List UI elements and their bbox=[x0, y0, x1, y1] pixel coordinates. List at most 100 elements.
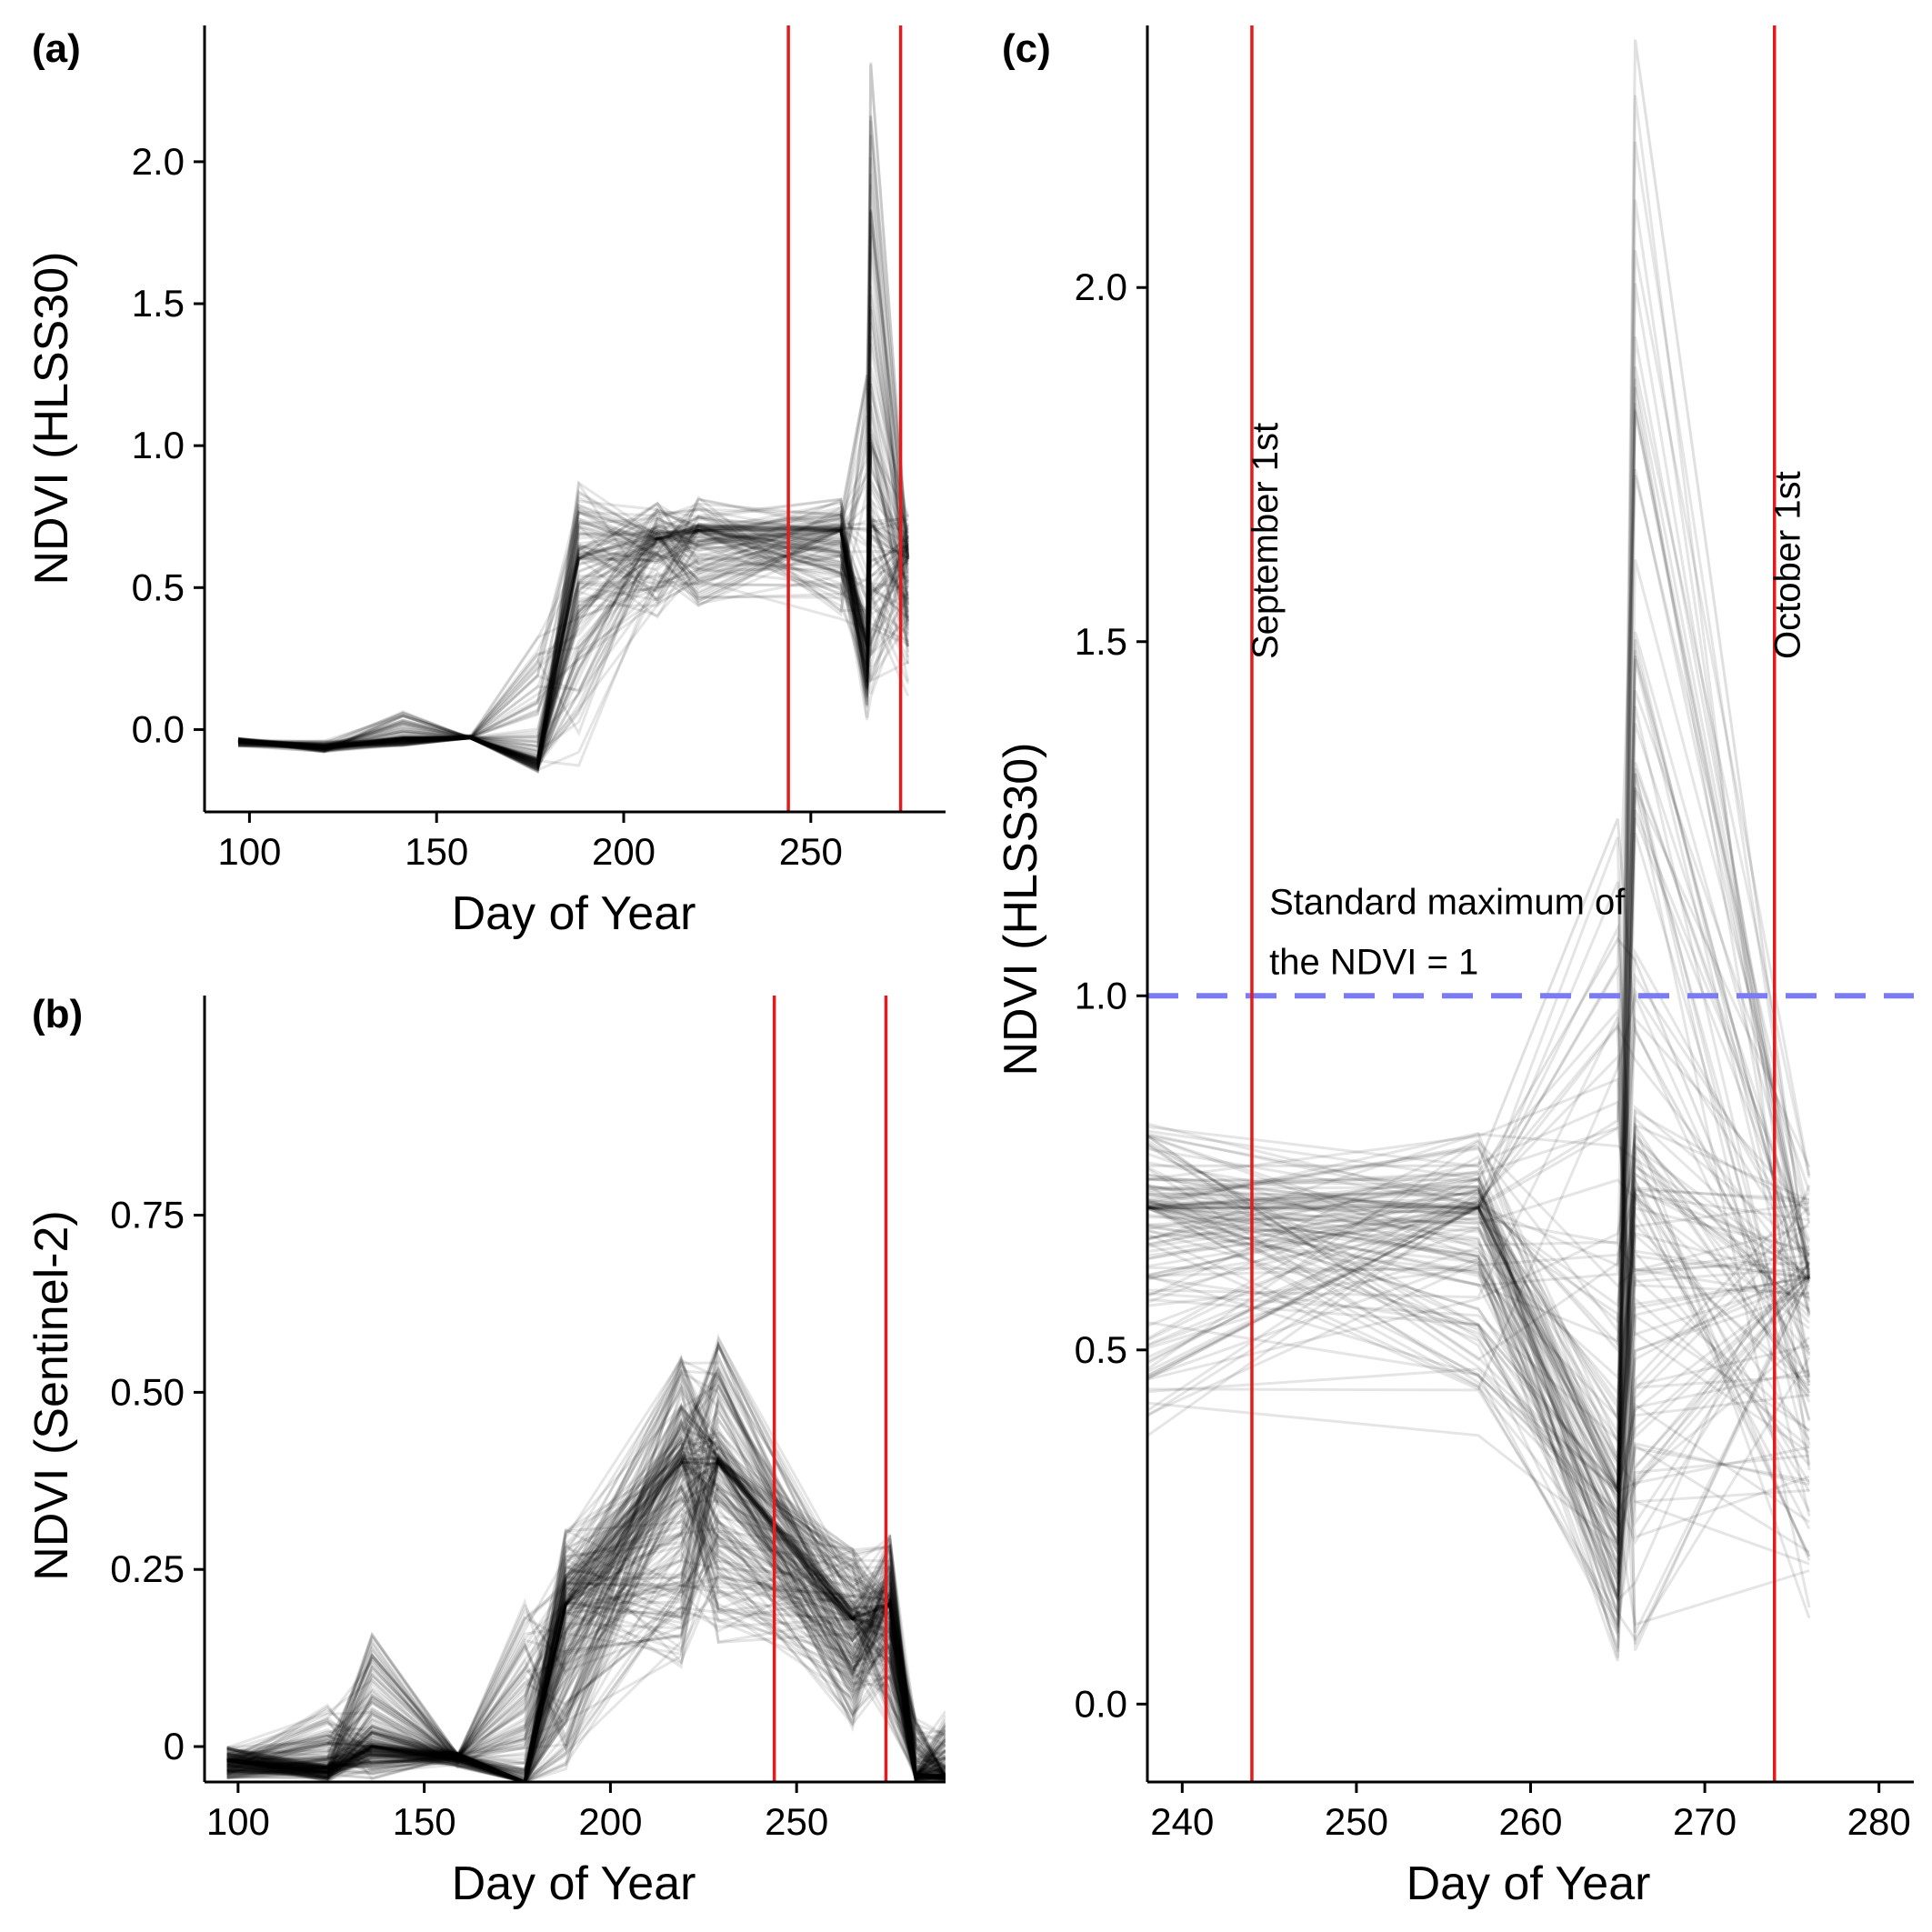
panel-c-vline-label-1: October 1st bbox=[1768, 471, 1808, 659]
panel-b-series-line bbox=[226, 1509, 946, 1781]
panel-b-series-line bbox=[226, 1485, 946, 1778]
panel-a-series-line bbox=[237, 515, 910, 749]
panel-a-xtick-label: 250 bbox=[779, 830, 843, 873]
panel-c-series-line bbox=[1147, 1126, 1810, 1273]
panel-c-series-line bbox=[1147, 1228, 1810, 1587]
panel-b-series-line bbox=[226, 1457, 946, 1782]
panel-a-series-line bbox=[237, 497, 909, 770]
panel-a-series-line bbox=[237, 520, 909, 771]
panel-b-series-line bbox=[226, 1421, 946, 1782]
panel-a-series-line bbox=[237, 497, 910, 748]
panel-c-series-line bbox=[1147, 1187, 1810, 1494]
panel-b-series-line bbox=[226, 1333, 946, 1777]
panel-b-series-line bbox=[226, 1446, 946, 1782]
panel-c-series-line bbox=[1147, 1171, 1810, 1634]
panel-a-series-line bbox=[237, 515, 910, 770]
panel-b-series-line bbox=[226, 1431, 946, 1782]
panel-a-series-line bbox=[237, 522, 908, 761]
panel-a-series-line bbox=[237, 525, 910, 767]
panel-a-series-line bbox=[237, 305, 910, 751]
panel-c-ytick-label: 0.5 bbox=[1075, 1328, 1127, 1371]
panel-b-series-line bbox=[226, 1455, 946, 1781]
panel-b-series-line bbox=[226, 1541, 946, 1782]
panel-b-series-line bbox=[226, 1405, 946, 1782]
panel-a-series-line bbox=[237, 476, 910, 765]
panel-c-series-line bbox=[1147, 1147, 1810, 1504]
panel-a-series-line bbox=[237, 445, 910, 747]
panel-b-series-line bbox=[226, 1368, 946, 1782]
panel-b-xtick-label: 200 bbox=[578, 1800, 642, 1843]
panel-b-series-line bbox=[226, 1441, 946, 1770]
panel-c-series-line bbox=[1147, 787, 1811, 1506]
panel-c-series-line bbox=[1147, 1007, 1810, 1296]
panel-b-label: (b) bbox=[32, 992, 83, 1036]
panel-a-series-line bbox=[237, 525, 909, 770]
panel-b-series-line bbox=[226, 1527, 946, 1782]
panel-a-series-line bbox=[237, 527, 910, 768]
panel-a-series-line bbox=[237, 115, 910, 746]
panel-a-series-line bbox=[237, 442, 910, 768]
panel-a-series-line bbox=[237, 523, 909, 761]
panel-b-series-line bbox=[226, 1362, 946, 1780]
panel-c-series-line bbox=[1147, 881, 1810, 1336]
panel-b-series-line bbox=[226, 1453, 946, 1777]
panel-a: (a) 100 150 200 250 0.0 0.5 1.0 1.5 2.0 Day of Y… bbox=[25, 25, 946, 940]
panel-c-label: (c) bbox=[1002, 26, 1051, 71]
panel-c-series-line bbox=[1147, 283, 1811, 1495]
panel-c-series-line bbox=[1147, 631, 1811, 1495]
panel-b-ytick-label: 0.25 bbox=[110, 1547, 185, 1590]
panel-b-series-line bbox=[226, 1457, 946, 1782]
panel-a-series-line bbox=[237, 383, 910, 747]
panel-b-series-line bbox=[226, 1529, 946, 1782]
panel-a-series-line bbox=[237, 416, 910, 770]
panel-b-series-line bbox=[226, 1383, 946, 1782]
panel-c-series-line bbox=[1147, 816, 1811, 1423]
panel-a-series-line bbox=[237, 445, 910, 748]
panel-a-series-line bbox=[237, 441, 910, 765]
panel-c-series-line bbox=[1147, 411, 1811, 1529]
panel-b-xtick-label: 100 bbox=[206, 1800, 270, 1843]
panel-c-series-line bbox=[1147, 1188, 1810, 1544]
panel-b-series-group bbox=[225, 1333, 946, 1782]
panel-c-series-line bbox=[1147, 706, 1811, 1446]
panel-a-series-line bbox=[237, 335, 910, 769]
panel-b-series-line bbox=[226, 1377, 946, 1770]
panel-b-series-line bbox=[226, 1470, 946, 1782]
panel-b-series-line bbox=[226, 1385, 946, 1781]
panel-b-series-line bbox=[226, 1463, 946, 1778]
panel-b-series-line bbox=[226, 1427, 946, 1782]
panel-a-series-line bbox=[237, 489, 910, 769]
panel-b-series-line bbox=[226, 1454, 946, 1782]
panel-b-ylabel: NDVI (Sentinel-2) bbox=[25, 1210, 78, 1580]
panel-b-series-line bbox=[226, 1461, 946, 1782]
panel-b-series-line bbox=[226, 1406, 946, 1782]
panel-c-series-line bbox=[1147, 1190, 1811, 1441]
panel-c-series-line bbox=[1147, 1135, 1810, 1496]
panel-b-series-line bbox=[226, 1376, 946, 1778]
panel-b-series-line bbox=[226, 1379, 946, 1782]
panel-c-series-line bbox=[1147, 923, 1811, 1467]
panel-c-series-line bbox=[1147, 1201, 1810, 1380]
panel-a-series-line bbox=[237, 524, 910, 761]
panel-a-series-line bbox=[237, 497, 910, 746]
panel-a-series-line bbox=[237, 477, 910, 756]
panel-c-series-line bbox=[1147, 1185, 1811, 1530]
panel-b-series-line bbox=[226, 1430, 946, 1782]
panel-b-series-line bbox=[225, 1370, 946, 1782]
panel-c-series-line bbox=[1147, 1221, 1811, 1547]
panel-b-series-line bbox=[226, 1367, 946, 1782]
panel-b-series-line bbox=[225, 1437, 946, 1782]
panel-b-ytick-label: 0.50 bbox=[110, 1370, 185, 1413]
panel-b-series-line bbox=[226, 1606, 946, 1782]
panel-b-series-line bbox=[226, 1418, 946, 1764]
panel-c-outlier-line bbox=[1147, 39, 1811, 1493]
panel-b-series-line bbox=[226, 1403, 946, 1782]
panel-a-series-line bbox=[237, 515, 910, 748]
panel-c-series-line bbox=[1147, 1024, 1811, 1285]
panel-a-series-line bbox=[237, 375, 910, 766]
panel-b-series-line bbox=[226, 1535, 946, 1781]
panel-a-series-group bbox=[237, 62, 910, 775]
panel-b-series-line bbox=[226, 1439, 946, 1770]
panel-c-series-line bbox=[1147, 1166, 1810, 1492]
panel-a-series-line bbox=[237, 536, 909, 768]
